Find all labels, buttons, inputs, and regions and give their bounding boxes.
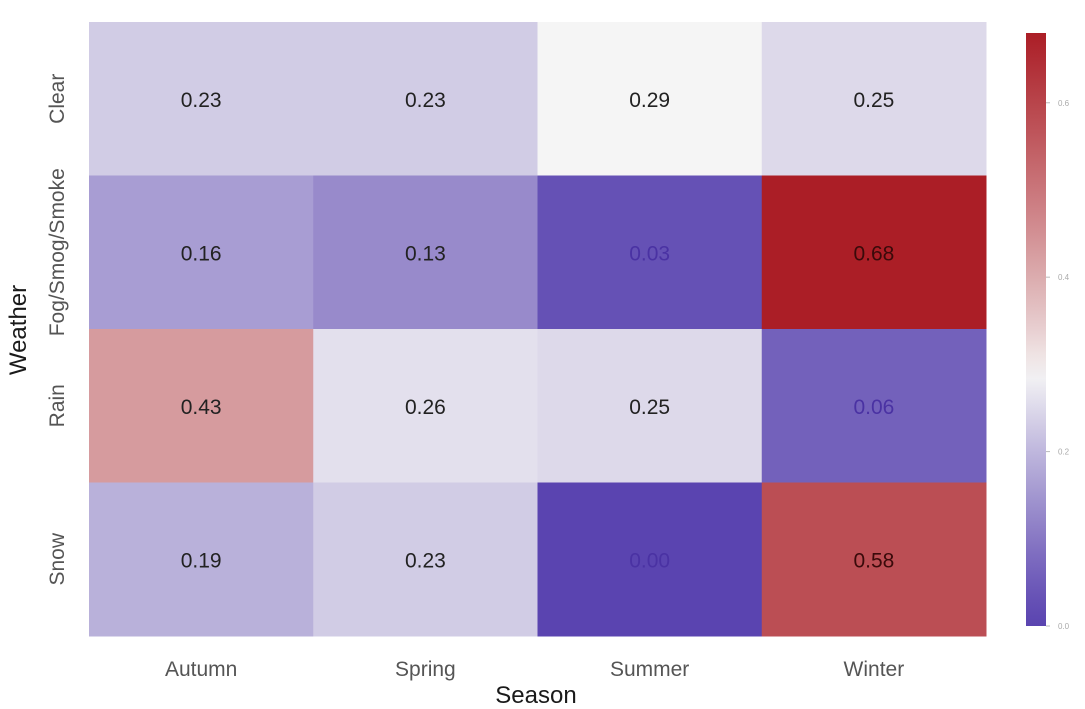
heatmap-cell-0-2 [537, 22, 763, 176]
cell-value-label: 0.68 [853, 242, 894, 265]
cell-value-label: 0.25 [629, 396, 670, 419]
y-tick-label: Rain [46, 384, 69, 427]
heatmap-cell-0-3 [761, 22, 987, 176]
cell-value-label: 0.13 [405, 242, 446, 265]
cell-value-label: 0.43 [181, 396, 222, 419]
y-axis-label: Weather [5, 285, 32, 375]
heatmap-cell-3-1 [313, 482, 538, 637]
colorbar-tick-label: 0.6 [1058, 99, 1070, 108]
cell-value-label: 0.29 [629, 89, 670, 112]
cell-value-label: 0.16 [181, 242, 222, 265]
cell-value-label: 0.58 [853, 549, 894, 572]
colorbar-tick-label: 0.0 [1058, 622, 1070, 631]
heatmap-cell-labels: 0.23 0.23 0.29 0.25 0.16 0.13 0.03 0.68 0.43 0.26… [181, 89, 895, 573]
colorbar: 0.0 0.2 0.4 0.6 [1026, 33, 1070, 631]
cell-value-label: 0.25 [853, 89, 894, 112]
heatmap-cell-1-2 [537, 175, 763, 330]
colorbar-gradient [1026, 33, 1046, 626]
cell-value-label: 0.23 [181, 89, 222, 112]
heatmap-cell-0-1 [313, 22, 538, 176]
x-tick-label: Winter [844, 658, 905, 681]
colorbar-tick-label: 0.4 [1058, 273, 1070, 282]
heatmap-cell-1-0 [89, 175, 314, 330]
cell-value-label: 0.23 [405, 89, 446, 112]
heatmap-cell-1-1 [313, 175, 538, 330]
x-tick-label: Spring [395, 658, 456, 681]
heatmap-cell-2-0 [89, 329, 314, 483]
x-tick-label: Autumn [165, 658, 237, 681]
heatmap-cell-3-0 [89, 482, 314, 637]
heatmap-cell-2-1 [313, 329, 538, 483]
y-tick-label: Snow [46, 532, 69, 585]
heatmap-cell-3-3 [761, 482, 987, 637]
cell-value-label: 0.00 [629, 549, 670, 572]
heatmap-cells [89, 22, 987, 637]
cell-value-label: 0.03 [629, 242, 670, 265]
heatmap-cell-2-3 [761, 329, 987, 483]
y-tick-label: Clear [46, 74, 69, 124]
cell-value-label: 0.19 [181, 549, 222, 572]
x-tick-labels: Autumn Spring Summer Winter [165, 658, 904, 681]
y-tick-label: Fog/Smog/Smoke [46, 168, 69, 336]
heatmap-cell-2-2 [537, 329, 763, 483]
cell-value-label: 0.23 [405, 549, 446, 572]
heatmap-cell-0-0 [89, 22, 314, 176]
cell-value-label: 0.26 [405, 396, 446, 419]
x-axis-label: Season [495, 682, 576, 709]
colorbar-tick-label: 0.2 [1058, 448, 1070, 457]
x-tick-label: Summer [610, 658, 689, 681]
heatmap-cell-3-2 [537, 482, 763, 637]
heatmap-cell-1-3 [761, 175, 987, 330]
y-tick-labels: Clear Fog/Smog/Smoke Rain Snow [46, 74, 69, 586]
cell-value-label: 0.06 [853, 396, 894, 419]
